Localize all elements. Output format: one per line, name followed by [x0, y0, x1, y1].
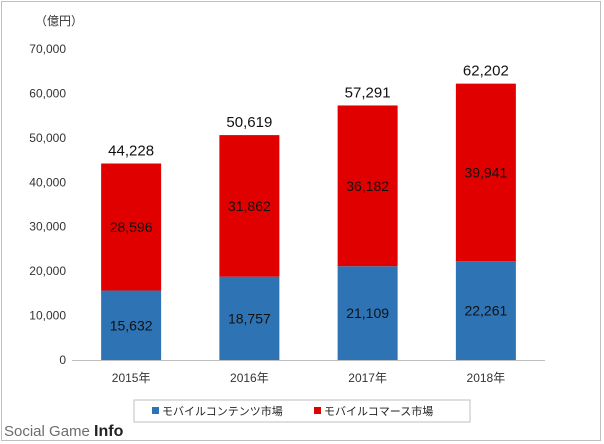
bar-total-label: 62,202 — [463, 63, 509, 80]
y-tick-label: 50,000 — [29, 131, 66, 145]
legend-entry: モバイルコンテンツ市場 — [162, 404, 283, 418]
bar-segment-content — [219, 276, 280, 360]
bar-segment-commerce — [101, 163, 162, 291]
x-category-label: 2018年 — [467, 371, 506, 385]
watermark-logo: Social Game Info — [4, 423, 124, 440]
bar-segment-commerce — [455, 83, 516, 262]
legend-swatch — [314, 407, 321, 414]
bar-total-label: 44,228 — [108, 143, 154, 160]
bar-value-label: 22,261 — [464, 303, 507, 319]
y-tick-label: 10,000 — [29, 309, 66, 323]
legend-box — [133, 399, 471, 423]
y-tick-label: 70,000 — [29, 42, 66, 56]
bar-value-label: 21,109 — [346, 305, 389, 321]
y-tick-label: 20,000 — [29, 264, 66, 278]
bar-value-label: 31,862 — [228, 198, 271, 214]
bar-segment-commerce — [337, 105, 398, 267]
unit-label: （億円） — [35, 14, 83, 28]
bar-value-label: 36,182 — [346, 178, 389, 194]
legend-entry: モバイルコマース市場 — [324, 404, 433, 418]
bar-total-label: 57,291 — [345, 84, 391, 101]
bar-segment-content — [101, 290, 162, 360]
y-tick-label: 30,000 — [29, 220, 66, 234]
watermark-text: Social Game — [4, 423, 94, 440]
y-tick-label: 60,000 — [29, 86, 66, 100]
x-category-label: 2016年 — [230, 371, 269, 385]
bar-total-label: 50,619 — [226, 114, 272, 131]
bar-segment-content — [337, 266, 398, 360]
y-tick-label: 0 — [59, 353, 66, 367]
watermark-text-bold: Info — [94, 423, 124, 440]
bar-segment-content — [455, 261, 516, 360]
bar-value-label: 18,757 — [228, 310, 271, 326]
legend-swatch — [152, 407, 159, 414]
x-category-label: 2017年 — [348, 371, 387, 385]
bar-value-label: 15,632 — [110, 317, 153, 333]
bar-segment-commerce — [219, 135, 280, 277]
y-tick-label: 40,000 — [29, 175, 66, 189]
x-category-label: 2015年 — [112, 371, 151, 385]
bar-value-label: 39,941 — [464, 164, 507, 180]
bar-value-label: 28,596 — [110, 219, 153, 235]
